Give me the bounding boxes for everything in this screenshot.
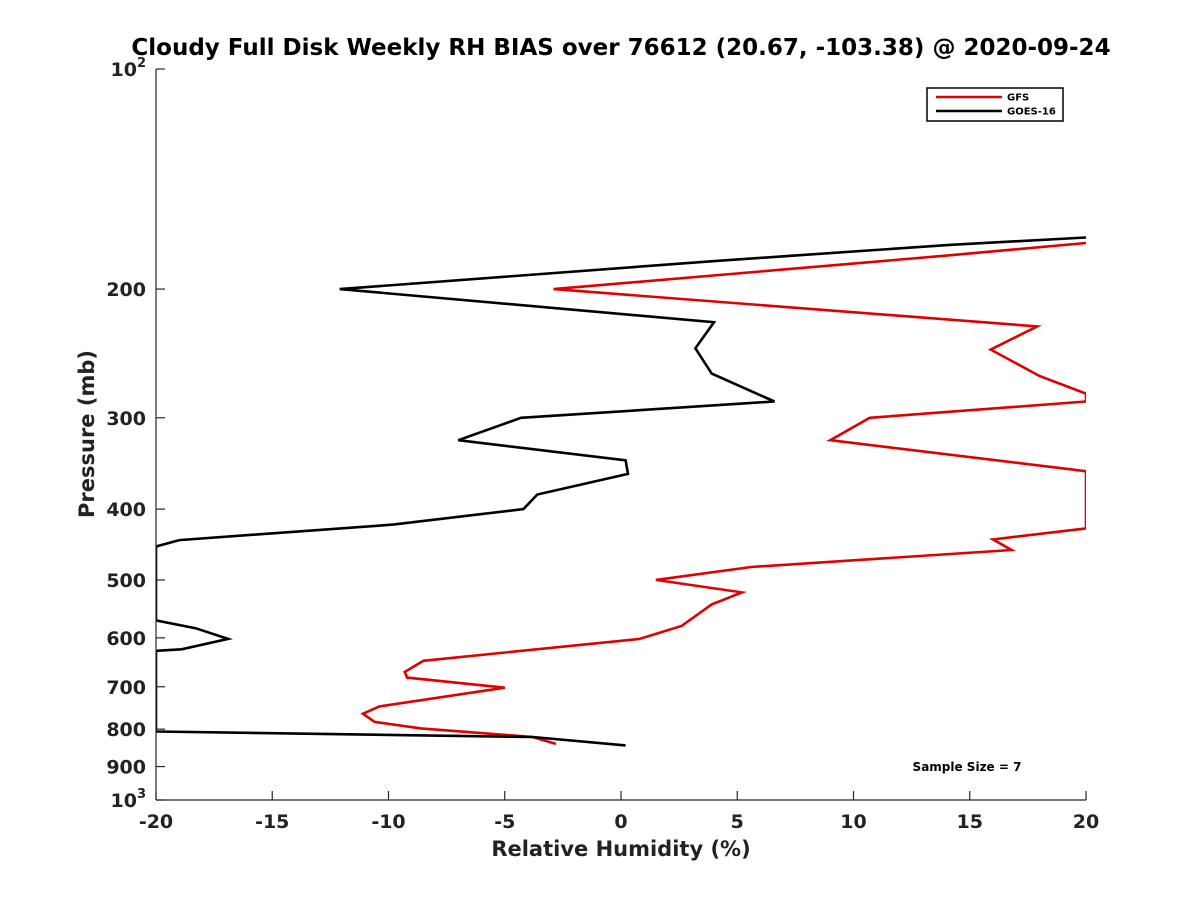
x-tick-label: 0 [614, 811, 627, 833]
y-tick-exponent: 2 [137, 56, 146, 71]
y-tick-label: 500 [106, 570, 146, 592]
y-tick-exponent: 3 [137, 787, 146, 802]
y-tick-label: 300 [106, 408, 146, 430]
series-layer [156, 236, 1086, 747]
series-line-gfs [360, 241, 1086, 746]
y-tick-label: 102 [111, 56, 147, 81]
x-axis-label: Relative Humidity (%) [491, 837, 750, 861]
y-tick-label: 400 [106, 499, 146, 521]
sample-size-annotation: Sample Size = 7 [913, 760, 1022, 774]
y-tick-base: 10 [111, 59, 137, 81]
y-tick-label: 200 [106, 279, 146, 301]
y-tick-base: 10 [111, 790, 137, 812]
legend: GFS GOES-16 [926, 87, 1064, 122]
y-tick-label: 600 [106, 628, 146, 650]
legend-label-gfs: GFS [1007, 93, 1029, 104]
x-tick-label: -10 [371, 811, 405, 833]
series-line-goes16 [156, 236, 1086, 747]
x-tick-label: 15 [957, 811, 983, 833]
x-ticks: -20 -15 -10 -5 0 5 10 15 20 [139, 791, 1099, 833]
x-tick-label: 20 [1073, 811, 1099, 833]
x-tick-label: -20 [139, 811, 173, 833]
y-tick-label: 900 [106, 757, 146, 779]
y-tick-label: 800 [106, 719, 146, 741]
legend-box [926, 87, 1064, 122]
y-axis-label: Pressure (mb) [75, 350, 99, 518]
y-tick-label: 103 [111, 787, 147, 812]
y-tick-label: 700 [106, 677, 146, 699]
x-tick-label: 5 [731, 811, 744, 833]
x-tick-label: -15 [255, 811, 289, 833]
chart-title: Cloudy Full Disk Weekly RH BIAS over 766… [131, 35, 1110, 61]
legend-label-goes16: GOES-16 [1007, 107, 1056, 118]
x-tick-label: 10 [840, 811, 866, 833]
x-tick-label: -5 [494, 811, 515, 833]
